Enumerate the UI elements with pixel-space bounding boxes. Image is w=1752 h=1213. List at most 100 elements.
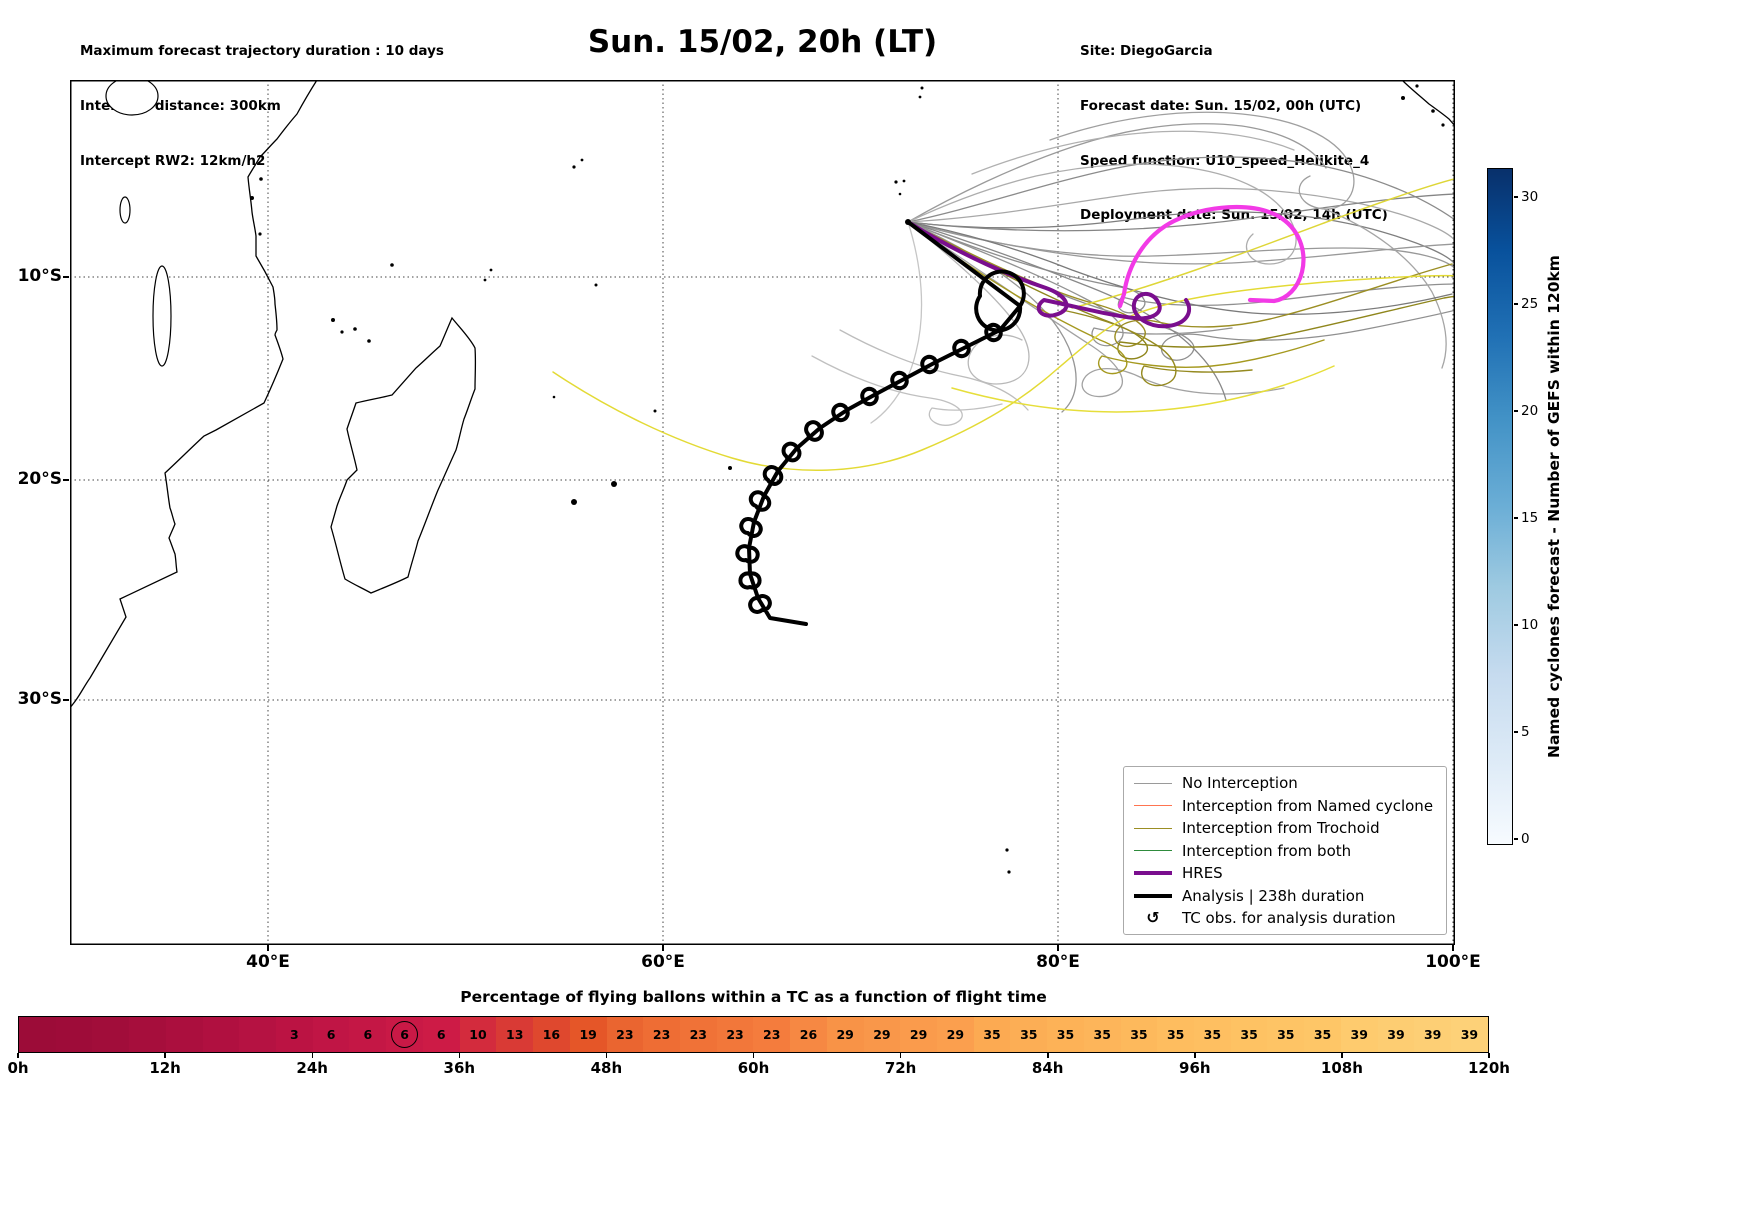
colorbar-tick-label: 15 (1521, 510, 1539, 526)
percentage-segment: 6 (349, 1017, 387, 1052)
x-tick-mark (662, 945, 664, 951)
percentage-segment: 10 (459, 1017, 497, 1052)
percentage-segment: 39 (1340, 1017, 1378, 1052)
percentage-value: 35 (1130, 1027, 1148, 1042)
map-legend: No Interception Interception from Named c… (1123, 766, 1447, 935)
percentage-segment: 39 (1451, 1017, 1488, 1052)
percentage-segment (165, 1017, 203, 1052)
trajectory-no-intercept-13 (1049, 111, 1355, 210)
island-dot (580, 158, 584, 162)
island-dot (250, 196, 254, 200)
forecast-date-text: Forecast date: Sun. 15/02, 00h (UTC) (1080, 98, 1362, 115)
percentage-segment (202, 1017, 240, 1052)
trajectory-trochoid-5 (552, 274, 1455, 472)
y-tick-mark (63, 699, 69, 701)
trajectory-no-intercept-1 (907, 123, 1327, 223)
colorbar-tick-mark (1514, 731, 1518, 733)
time-tick-label: 12h (149, 1059, 181, 1077)
time-tick-mark (458, 1053, 461, 1058)
percentage-value: 29 (946, 1027, 965, 1042)
percentage-value: 10 (469, 1027, 487, 1042)
percentage-segment (19, 1017, 56, 1052)
gefs-colorbar (1487, 168, 1513, 845)
intercept-rw2-text: Intercept RW2: 12km/h2 (80, 152, 266, 169)
percentage-segment: 13 (496, 1017, 534, 1052)
colorbar-tick-mark (1514, 838, 1518, 840)
x-tick-label: 60°E (641, 952, 685, 972)
percentage-value: 35 (983, 1027, 1001, 1042)
map-area: No Interception Interception from Named c… (70, 80, 1455, 945)
time-tick-mark (1047, 1053, 1049, 1058)
percentage-segment: 29 (936, 1017, 974, 1052)
percentage-value: 23 (652, 1027, 671, 1042)
time-tick-mark (899, 1053, 902, 1058)
time-tick-mark (1341, 1053, 1343, 1058)
time-tick-label: 24h (296, 1059, 328, 1077)
trajectory-map-plot (70, 80, 1455, 945)
percentage-value: 35 (1203, 1027, 1222, 1042)
colorbar-tick-mark (1514, 624, 1518, 626)
circled-percentage-value: 6 (391, 1021, 419, 1048)
trajectory-hres (906, 220, 1192, 329)
percentage-value: 23 (689, 1027, 707, 1042)
island-dot (1401, 96, 1405, 100)
percentage-segment: 39 (1377, 1017, 1415, 1052)
percentage-segment: 39 (1414, 1017, 1452, 1052)
island-dot (728, 466, 732, 470)
trajectory-no-intercept-16 (1321, 207, 1447, 369)
island-dot (390, 263, 394, 267)
island-dot (489, 268, 493, 272)
island-dot (653, 409, 657, 413)
percentage-segment: 35 (1157, 1017, 1194, 1052)
trajectory-no-intercept-14 (971, 130, 1295, 175)
time-tick-mark (605, 1053, 608, 1058)
time-tick-mark (17, 1053, 19, 1058)
map-border (70, 80, 1455, 945)
island-dot (594, 283, 598, 287)
percentage-segment (55, 1017, 93, 1052)
percentage-segment: 6 (312, 1017, 350, 1052)
percentage-value: 39 (1460, 1027, 1479, 1042)
max-duration-text: Maximum forecast trajectory duration : 1… (80, 43, 444, 60)
island-dot (367, 339, 371, 343)
legend-label: No Interception (1182, 774, 1298, 792)
percentage-value: 23 (616, 1027, 634, 1042)
trajectory-no-intercept-10 (811, 355, 1003, 426)
island-dot (572, 165, 576, 169)
island-dot (1005, 848, 1009, 852)
percentage-value: 35 (1313, 1027, 1332, 1042)
colorbar-tick-mark (1514, 303, 1518, 305)
legend-line-sample (1134, 782, 1172, 784)
island-dot (1007, 870, 1011, 874)
lake-rukwa (119, 196, 131, 224)
x-tick-label: 40°E (246, 952, 290, 972)
legend-item: Interception from Trochoid (1134, 819, 1436, 837)
colorbar-tick-label: 10 (1521, 617, 1539, 633)
percentage-segment: 35 (973, 1017, 1011, 1052)
colorbar-tick-label: 25 (1521, 296, 1539, 312)
x-tick-mark (1057, 945, 1059, 951)
lake-malawi (152, 265, 172, 367)
africa-east-coast (70, 80, 318, 709)
colorbar-tick-mark (1514, 517, 1518, 519)
legend-item: Analysis | 238h duration (1134, 887, 1436, 905)
island-dot (894, 180, 898, 184)
percentage-segment: 23 (716, 1017, 754, 1052)
figure-title: Sun. 15/02, 20h (LT) (587, 24, 938, 60)
island-dot (898, 192, 902, 196)
time-tick-label: 120h (1468, 1059, 1510, 1077)
percentage-segment: 35 (1230, 1017, 1268, 1052)
island-dot (353, 327, 357, 331)
time-tick-mark (1488, 1053, 1490, 1058)
percentage-value: 35 (1056, 1027, 1075, 1042)
trajectory-trochoid-7 (951, 365, 1335, 413)
island-dot (552, 395, 556, 399)
percentage-segment: 23 (679, 1017, 717, 1052)
island-dot (1415, 84, 1419, 88)
percentage-segment (129, 1017, 166, 1052)
tc-obs-icon: ↺ (1146, 908, 1160, 927)
percentage-value: 23 (726, 1027, 744, 1042)
percentage-segment: 29 (826, 1017, 864, 1052)
percentage-value: 23 (763, 1027, 781, 1042)
